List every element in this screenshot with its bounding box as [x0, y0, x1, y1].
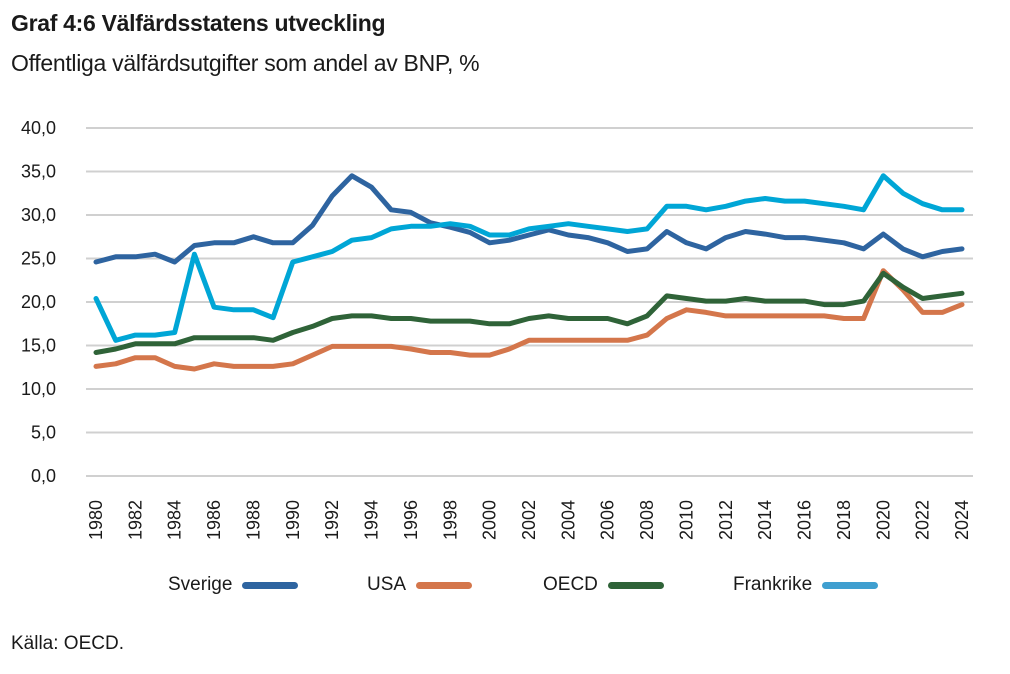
x-tick-label: 1990: [283, 500, 303, 540]
legend-swatch-usa: [416, 581, 473, 589]
y-tick-label: 30,0: [21, 205, 56, 225]
x-tick-label: 2006: [598, 500, 618, 540]
legend-label: Sverige: [168, 574, 233, 595]
source-note: Källa: OECD.: [11, 633, 124, 654]
legend-item-frankrike: Frankrike: [733, 574, 879, 596]
legend-item-oecd: OECD: [543, 574, 664, 596]
x-tick-label: 2020: [873, 500, 893, 540]
series-line-frankrike: [93, 173, 965, 343]
x-tick-label: 2004: [558, 500, 578, 540]
gridlines: [86, 127, 973, 477]
x-tick-label: 2000: [480, 500, 500, 540]
series-line-oecd: [93, 270, 965, 355]
y-tick-label: 15,0: [21, 336, 56, 356]
x-tick-label: 2024: [952, 500, 972, 540]
legend-label: OECD: [543, 574, 598, 595]
y-tick-label: 25,0: [21, 249, 56, 269]
x-tick-label: 2016: [795, 500, 815, 540]
legend-swatch-frankrike: [822, 581, 879, 589]
legend-item-usa: USA: [367, 574, 473, 596]
y-tick-label: 40,0: [21, 118, 56, 138]
x-tick-label: 2022: [913, 500, 933, 540]
y-tick-label: 5,0: [31, 423, 56, 443]
y-tick-label: 20,0: [21, 292, 56, 312]
x-tick-label: 2014: [755, 500, 775, 540]
legend-label: USA: [367, 574, 407, 595]
y-tick-label: 35,0: [21, 162, 56, 182]
x-tick-label: 1992: [322, 500, 342, 540]
x-tick-label: 2018: [834, 500, 854, 540]
x-tick-label: 1998: [440, 500, 460, 540]
x-axis-ticks: 1980 1982 1984 1986 1988 1990 1992 1994 1996 1998…: [86, 500, 972, 540]
x-tick-label: 1996: [401, 500, 421, 540]
y-tick-label: 10,0: [21, 379, 56, 399]
legend: Sverige USA OECD Frankrike: [0, 574, 1010, 604]
series-line-sverige: [93, 173, 965, 265]
series-line-usa: [93, 268, 965, 372]
legend-item-sverige: Sverige: [168, 574, 299, 596]
chart-subtitle: Offentliga välfärdsutgifter som andel av…: [11, 50, 480, 76]
x-tick-label: 1980: [86, 500, 106, 540]
x-tick-label: 1994: [362, 500, 382, 540]
x-tick-label: 1988: [243, 500, 263, 540]
y-tick-label: 0,0: [31, 466, 56, 486]
x-tick-label: 1986: [204, 500, 224, 540]
x-tick-label: 2002: [519, 500, 539, 540]
legend-swatch-oecd: [607, 581, 664, 589]
x-tick-label: 1982: [125, 500, 145, 540]
x-tick-label: 1984: [165, 500, 185, 540]
chart-title: Graf 4:6 Välfärdsstatens utveckling: [11, 10, 386, 36]
x-tick-label: 2010: [676, 500, 696, 540]
y-axis-ticks: 0,0 5,0 10,0 15,0 20,0 25,0 30,0 35,0 40,0: [21, 118, 56, 486]
x-tick-label: 2008: [637, 500, 657, 540]
legend-swatch-sverige: [242, 581, 299, 589]
series-lines: [93, 173, 965, 372]
legend-label: Frankrike: [733, 574, 813, 595]
x-tick-label: 2012: [716, 500, 736, 540]
